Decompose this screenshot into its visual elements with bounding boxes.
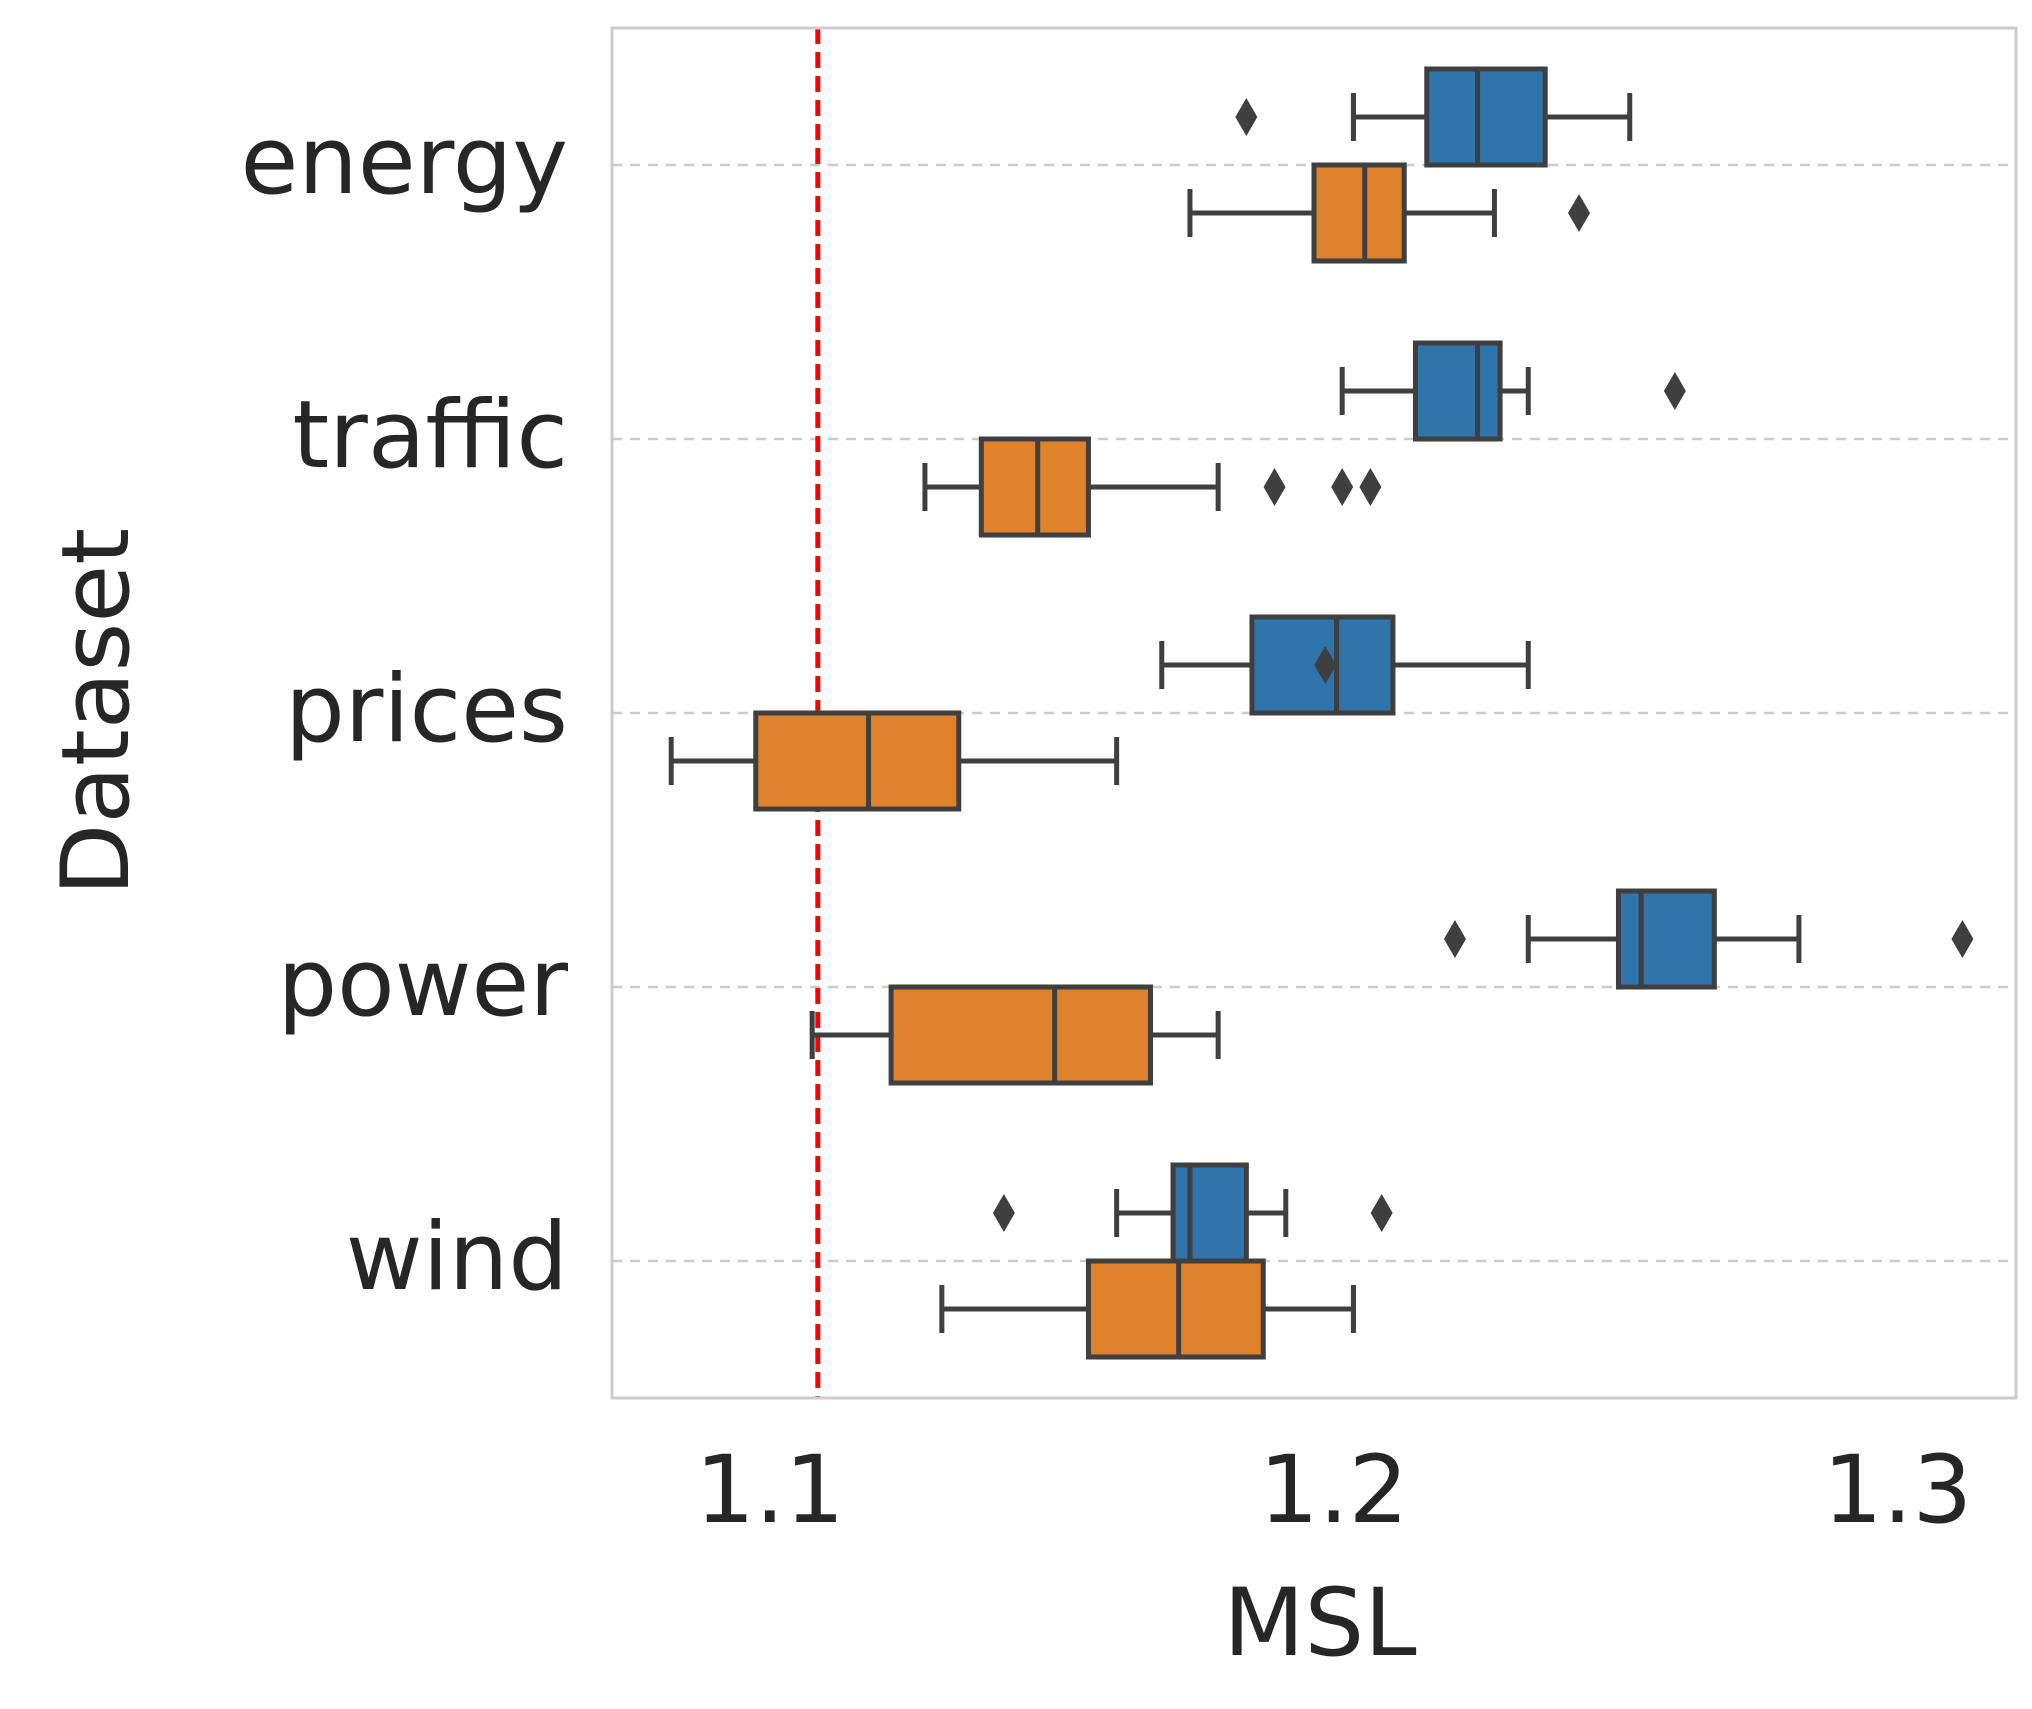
x-tick-label-1-2: 1.2 <box>1259 1436 1409 1545</box>
outlier-2 <box>1359 468 1382 506</box>
outlier-0 <box>1568 194 1591 232</box>
y-axis-label: Dataset <box>42 528 151 896</box>
iqr-box <box>1412 340 1503 442</box>
outlier-0 <box>1443 920 1466 958</box>
box-series-2-prices <box>668 710 1120 812</box>
box-series-2-wind <box>939 1258 1356 1360</box>
outlier-1 <box>1331 468 1354 506</box>
outlier-0 <box>1263 468 1286 506</box>
iqr-box <box>1170 1162 1249 1264</box>
iqr-box <box>1615 888 1717 990</box>
outlier-0 <box>1235 98 1258 136</box>
x-tick-labels: 1.1 1.2 1.3 <box>695 1436 1972 1545</box>
plot-frame <box>610 26 2018 1400</box>
x-axis-label: MSL <box>1223 1569 1416 1678</box>
box-series-2-traffic <box>922 436 1382 538</box>
y-tick-label-power: power <box>277 929 568 1038</box>
y-tick-label-energy: energy <box>240 107 568 216</box>
iqr-box <box>753 710 962 812</box>
x-tick-label-1-3: 1.3 <box>1823 1436 1973 1545</box>
box-series-1-power <box>1443 888 1974 990</box>
box-series-2-power <box>809 984 1221 1086</box>
box-series-1-prices <box>1159 614 1531 716</box>
outlier-0 <box>1314 646 1337 684</box>
outlier-1 <box>1951 920 1974 958</box>
box-series-2-energy <box>1187 162 1591 264</box>
outlier-0 <box>1663 372 1686 410</box>
iqr-box <box>1424 66 1548 168</box>
iqr-box <box>1311 162 1407 264</box>
iqr-box <box>978 436 1091 538</box>
outlier-1 <box>1370 1194 1393 1232</box>
boxes <box>668 66 1974 1360</box>
iqr-box <box>1085 1258 1266 1360</box>
y-tick-label-prices: prices <box>285 655 568 764</box>
box-series-1-traffic <box>1339 340 1686 442</box>
iqr-box <box>888 984 1153 1086</box>
y-tick-labels: energy traffic prices power wind <box>240 107 568 1312</box>
box-series-1-energy <box>1235 66 1633 168</box>
box-series-1-wind <box>992 1162 1393 1264</box>
outlier-0 <box>992 1194 1015 1232</box>
y-tick-label-wind: wind <box>346 1203 568 1312</box>
y-tick-label-traffic: traffic <box>292 381 568 490</box>
plot-border <box>610 26 2018 1400</box>
x-tick-label-1-1: 1.1 <box>695 1436 845 1545</box>
